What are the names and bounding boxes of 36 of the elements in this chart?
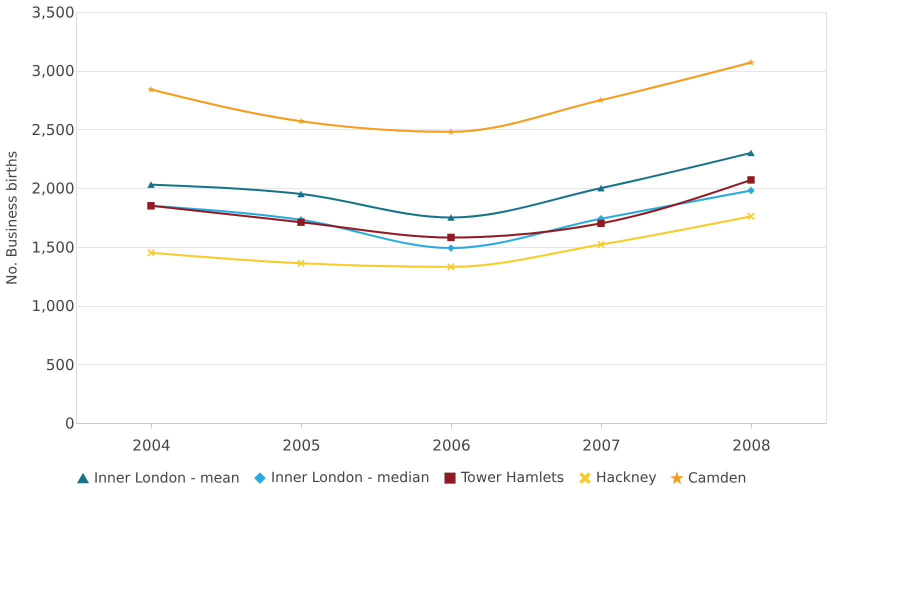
point	[597, 184, 605, 192]
y-tick-label: 3,500	[32, 4, 74, 22]
x-tick-label: 2006	[432, 436, 471, 454]
point	[297, 190, 305, 198]
point	[597, 240, 605, 248]
point	[747, 186, 755, 194]
point	[447, 263, 455, 271]
point	[447, 214, 455, 221]
legend-label: Inner London - median	[271, 470, 430, 486]
legend-label: Tower Hamlets	[460, 470, 564, 486]
y-tick-label: 3,000	[32, 62, 74, 80]
point	[147, 86, 155, 93]
x-tick-label: 2004	[132, 436, 171, 454]
legend-label: Inner London - mean	[94, 470, 240, 486]
legend-label: Camden	[688, 470, 746, 486]
x-tick-label: 2007	[582, 436, 621, 454]
point	[147, 249, 155, 256]
y-axis-title: No. Business births	[4, 150, 21, 286]
point	[147, 181, 155, 188]
y-tick-label: 2,000	[32, 180, 74, 198]
point	[747, 212, 755, 220]
point	[447, 244, 455, 252]
y-tick-label: 1,000	[32, 297, 74, 316]
point	[597, 220, 605, 228]
point	[747, 150, 755, 156]
point	[747, 176, 755, 184]
y-tick-label: 0	[64, 414, 74, 432]
point	[297, 260, 305, 268]
point	[747, 58, 755, 66]
x-tick-label: 2005	[282, 436, 321, 454]
y-tick-label: 2,500	[32, 120, 74, 139]
y-tick-label: 1,500	[32, 238, 74, 256]
point	[447, 128, 455, 135]
x-tick-label: 2008	[732, 436, 771, 454]
y-tick-label: 500	[46, 356, 74, 374]
legend-label: Hackney	[596, 470, 657, 486]
